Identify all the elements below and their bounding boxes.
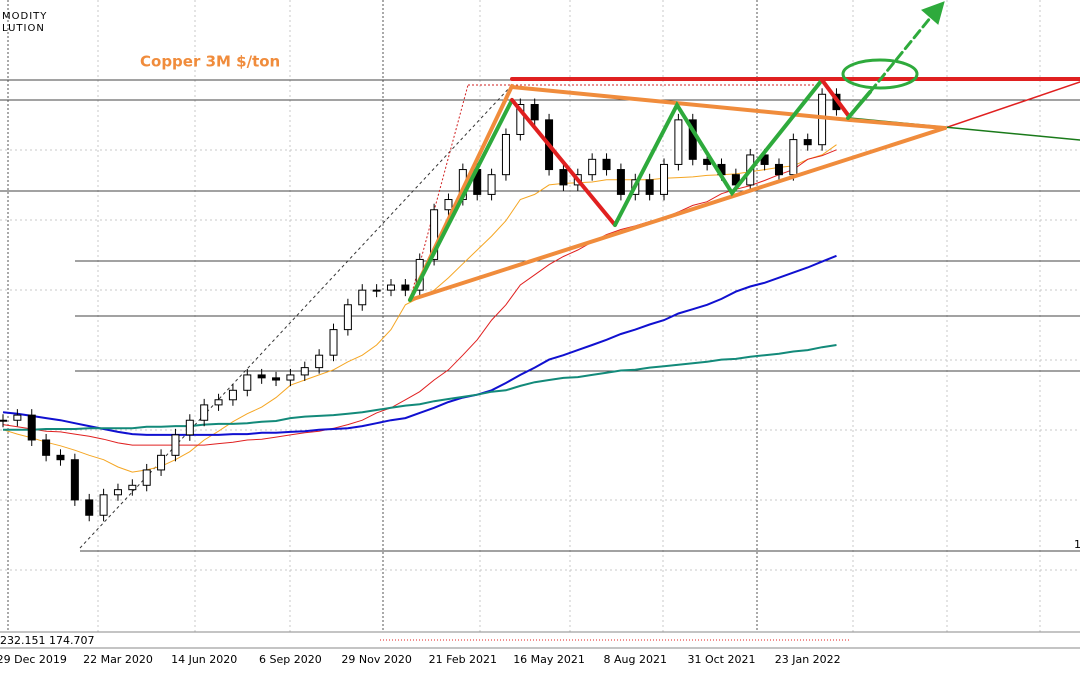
candle-body [444, 199, 453, 211]
candle-body [272, 377, 281, 381]
candle-body [559, 169, 568, 186]
candle-body [85, 499, 94, 516]
x-tick-label: 16 May 2021 [513, 653, 585, 666]
candle-body [660, 163, 669, 195]
candle-body [214, 399, 223, 406]
indicator-label: 232.151 174.707 [0, 634, 94, 647]
x-tick-label: 29 Nov 2020 [341, 653, 411, 666]
candle-body [430, 209, 439, 260]
moving-average [2, 254, 837, 436]
candle-body [501, 133, 510, 176]
candle-body [113, 489, 122, 496]
candle-body [70, 459, 79, 501]
candle-body [516, 104, 525, 135]
candle-body [803, 139, 812, 146]
logo-text: MODITY [2, 11, 47, 22]
candle-body [588, 158, 597, 176]
candle-body [688, 119, 697, 160]
candle-body [789, 139, 798, 176]
x-tick-label: 31 Oct 2021 [687, 653, 755, 666]
candle-body [645, 179, 654, 195]
candle-body [487, 174, 496, 195]
candle-body [401, 284, 410, 291]
candle-body [56, 454, 65, 461]
candle-body [602, 158, 611, 171]
price-label: 1 [1074, 538, 1080, 551]
candle-body [731, 174, 740, 186]
candle-body [674, 119, 683, 165]
x-tick-label: 21 Feb 2021 [429, 653, 497, 666]
logo-text: LUTION [2, 23, 45, 34]
candle-body [372, 289, 381, 292]
candle-body [171, 434, 180, 456]
candle-body [257, 374, 266, 379]
candle-body [343, 304, 352, 331]
candle-body [42, 439, 51, 456]
candle-body [157, 454, 166, 471]
candle-body [386, 284, 395, 291]
candle-body [142, 469, 151, 486]
candle-body [200, 404, 209, 421]
candle-body [315, 354, 324, 369]
candle-body [358, 289, 367, 306]
x-tick-label: 6 Sep 2020 [259, 653, 322, 666]
candle-body [616, 169, 625, 195]
candle-body [228, 389, 237, 401]
candle-body [300, 367, 309, 376]
candle-body [185, 419, 194, 436]
chart-title: Copper 3M $/ton [140, 53, 280, 71]
candle-body [774, 163, 783, 176]
x-tick-label: 29 Dec 2019 [0, 653, 67, 666]
candle-body [286, 374, 295, 381]
moving-average [3, 344, 837, 431]
x-tick-label: 23 Jan 2022 [775, 653, 841, 666]
candle-body [0, 419, 7, 422]
x-tick-label: 14 Jun 2020 [171, 653, 237, 666]
candle-body [128, 484, 137, 491]
annotations [408, 1, 1080, 302]
x-tick-label: 22 Mar 2020 [83, 653, 153, 666]
candle-body [27, 414, 36, 441]
moving-average [2, 149, 837, 446]
candle-body [13, 414, 22, 421]
level-lines [0, 79, 1080, 552]
candle-body [329, 329, 338, 356]
candle-body [99, 494, 108, 516]
x-tick-label: 8 Aug 2021 [604, 653, 667, 666]
candle-body [243, 374, 252, 391]
candle-body [530, 104, 539, 121]
